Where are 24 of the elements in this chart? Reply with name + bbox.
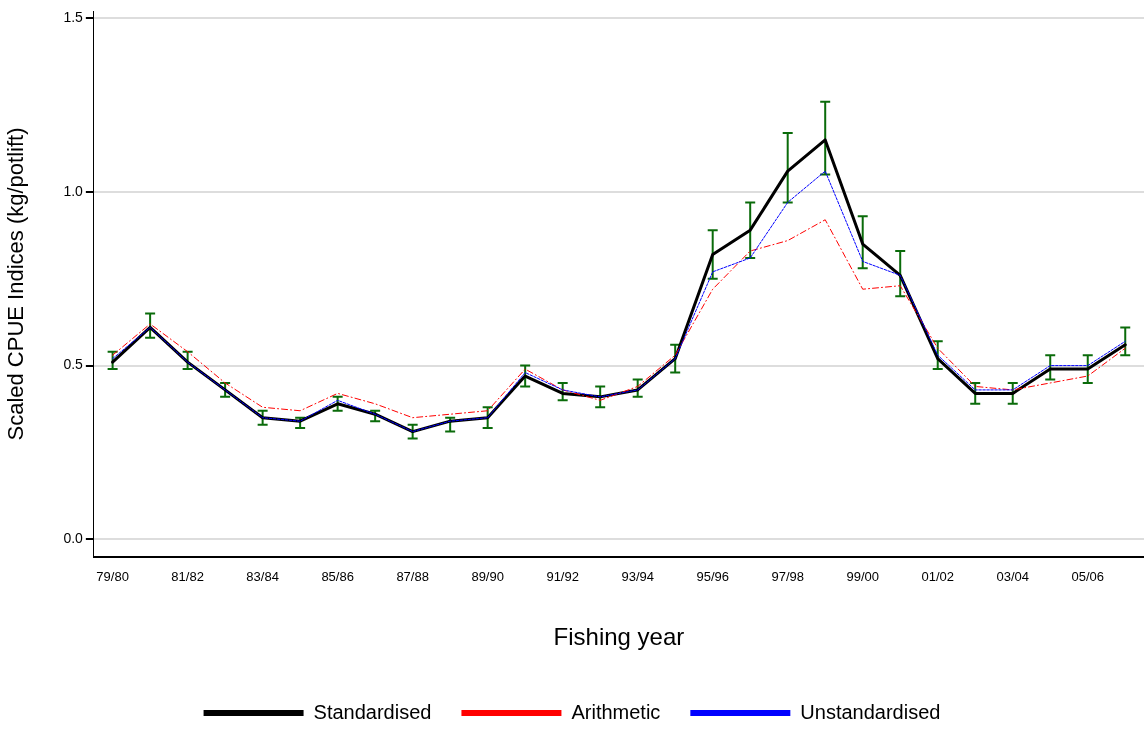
- y-axis-title: Scaled CPUE Indices (kg/potlift): [3, 127, 29, 441]
- y-tick-label: 1.5: [63, 9, 84, 26]
- x-tick-label: 85/86: [321, 568, 354, 584]
- x-axis-title: Fishing year: [553, 623, 685, 651]
- y-tick-label: 0.0: [63, 530, 84, 547]
- y-tick-label: 1.0: [63, 182, 84, 199]
- x-tick-label: 99/00: [846, 568, 879, 584]
- x-tick-label: 91/92: [546, 568, 579, 584]
- x-tick-label: 01/02: [921, 568, 954, 584]
- legend-label: Unstandardised: [800, 700, 941, 723]
- x-tick-label: 79/80: [96, 568, 129, 584]
- x-tick-label: 83/84: [246, 568, 279, 584]
- x-tick-label: 97/98: [771, 568, 804, 584]
- x-tick-label: 03/04: [996, 568, 1030, 584]
- line-series: [112, 219, 1126, 419]
- x-tick-label: 81/82: [171, 568, 204, 584]
- x-tick-label: 95/96: [696, 568, 729, 584]
- y-tick-label: 0.5: [63, 356, 84, 373]
- x-tick-label: 05/06: [1071, 568, 1105, 584]
- legend-label: Standardised: [313, 700, 432, 723]
- x-tick-label: 87/88: [396, 568, 429, 584]
- x-tick-label: 93/94: [621, 568, 654, 584]
- legend-label: Arithmetic: [571, 700, 661, 723]
- x-tick-label: 89/90: [471, 568, 504, 584]
